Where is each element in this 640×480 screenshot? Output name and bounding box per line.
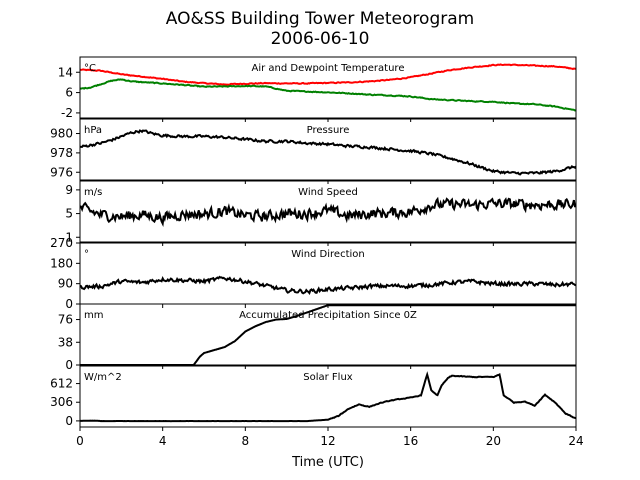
y-tick-label: 5 (65, 207, 73, 221)
unit-label-wind-speed: m/s (84, 187, 102, 198)
x-tick-label: 0 (76, 434, 84, 448)
y-tick-label: 0 (65, 358, 73, 372)
y-tick-label: 6 (65, 86, 73, 100)
x-axis-label: Time (UTC) (291, 455, 364, 470)
y-tick-label: 306 (50, 395, 73, 409)
unit-label-temperature: °C (84, 63, 96, 74)
y-tick-label: 90 (58, 277, 73, 291)
panel-title-precipitation: Accumulated Precipitation Since 0Z (239, 310, 417, 321)
panel-temperature: -2 6 14 °C Air and Dewpoint Temperature (58, 56, 577, 122)
y-tick-label: 978 (50, 146, 73, 160)
y-tick-label: 612 (50, 377, 73, 391)
y-tick-label: 180 (50, 256, 73, 270)
x-tick-label: 20 (486, 434, 501, 448)
x-tick-label: 12 (320, 434, 335, 448)
y-tick-label: 9 (65, 183, 73, 197)
unit-label-precipitation: mm (84, 310, 103, 321)
series-line-wind-direction-0 (80, 275, 576, 295)
y-tick-label: 38 (58, 335, 73, 349)
y-tick-label: 14 (58, 65, 73, 79)
series-line-precipitation-0 (80, 304, 576, 365)
series-line-temperature-1 (80, 78, 576, 112)
y-tick-label: 76 (58, 313, 73, 327)
panel-solar-flux: 0 306 612 W/m^2 Solar Flux (50, 365, 577, 431)
series-line-solar-flux-0 (80, 371, 576, 423)
series-line-pressure-0 (80, 129, 576, 176)
panel-wind-direction: 0 90 180 270 ° Wind Direction (50, 236, 577, 311)
figure-date: 2006-06-10 (271, 29, 370, 49)
y-tick-label: 0 (65, 414, 73, 428)
y-tick-label: 270 (50, 236, 73, 250)
panel-title-temperature: Air and Dewpoint Temperature (252, 63, 405, 74)
figure-title: AO&SS Building Tower Meteorogram (166, 9, 474, 29)
x-tick-label: 24 (568, 434, 583, 448)
y-tick-label: 980 (50, 127, 73, 141)
series-line-temperature-0 (80, 63, 576, 86)
y-tick-label: 1 (65, 230, 73, 244)
y-tick-label: -2 (61, 106, 73, 120)
y-tick-label: 976 (50, 165, 73, 179)
panel-title-pressure: Pressure (307, 125, 350, 136)
panel-wind-speed: 1 5 9 m/s Wind Speed (65, 180, 577, 246)
unit-label-pressure: hPa (84, 125, 102, 136)
panel-title-wind-direction: Wind Direction (291, 249, 365, 260)
x-tick-label: 8 (242, 434, 250, 448)
y-tick-label: 0 (65, 297, 73, 311)
panel-title-wind-speed: Wind Speed (298, 187, 358, 198)
unit-label-solar-flux: W/m^2 (84, 372, 122, 383)
series-line-wind-speed-0 (80, 196, 576, 227)
unit-label-wind-direction: ° (84, 249, 89, 260)
x-tick-label: 16 (403, 434, 418, 448)
panel-pressure: 976 978 980 hPa Pressure (50, 118, 577, 184)
x-tick-label: 4 (159, 434, 167, 448)
panel-title-solar-flux: Solar Flux (303, 372, 353, 383)
panel-precipitation: 0 38 76 mm Accumulated Precipitation Since 0… (58, 303, 577, 372)
